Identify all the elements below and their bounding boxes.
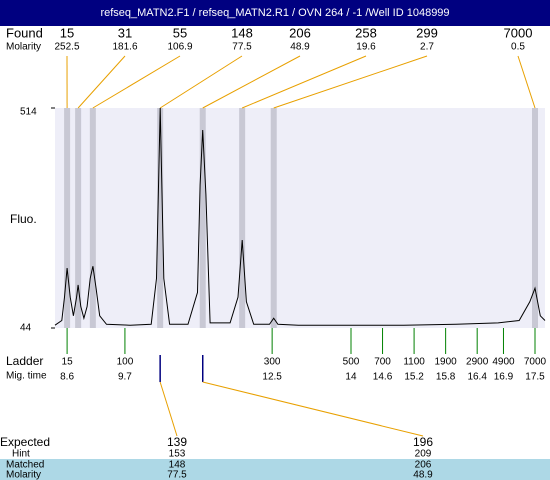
peak-connector [273, 55, 428, 109]
ladder-time: 8.6 [60, 372, 74, 383]
matched-size: 148 [169, 460, 186, 471]
peak-band [532, 108, 539, 328]
ladder-size: 4900 [492, 357, 515, 368]
expected-size: 139 [167, 435, 187, 449]
ladder-time: 12.5 [262, 372, 282, 383]
ladder-size: 100 [117, 357, 134, 368]
mig-time-label: Mig. time [6, 371, 47, 382]
plot-area [55, 108, 545, 328]
y-tick-label: 514 [20, 107, 37, 118]
found-molarity: 252.5 [54, 42, 79, 53]
ladder-size: 7000 [524, 357, 547, 368]
ladder-size: 500 [343, 357, 360, 368]
found-molarity: 48.9 [290, 42, 310, 53]
expected-connector [159, 381, 178, 437]
found-molarity-label: Molarity [6, 42, 41, 53]
peak-connector [241, 55, 367, 109]
matched-molarity: 77.5 [167, 470, 187, 480]
ladder-size: 15 [62, 357, 74, 368]
found-molarity: 77.5 [232, 42, 252, 53]
found-molarity: 0.5 [511, 42, 525, 53]
matched-label: Matched [6, 460, 44, 471]
found-molarity: 181.6 [112, 42, 137, 53]
ladder-time: 16.9 [494, 372, 514, 383]
found-size: 15 [60, 25, 74, 40]
peak-band [75, 108, 82, 328]
peak-band [239, 108, 246, 328]
ladder-time: 17.5 [525, 372, 545, 383]
found-molarity: 19.6 [356, 42, 376, 53]
ladder-time: 15.2 [404, 372, 424, 383]
found-size: 31 [118, 25, 132, 40]
matched-size: 206 [415, 460, 432, 471]
ladder-label: Ladder [6, 354, 43, 368]
found-molarity: 2.7 [420, 42, 434, 53]
matched-molarity: 48.9 [413, 470, 433, 480]
peak-connector [159, 55, 243, 109]
ladder-time: 14.6 [373, 372, 393, 383]
ladder-size: 1100 [403, 357, 425, 368]
peak-band [89, 108, 96, 328]
title-bar [0, 0, 550, 26]
hint-size: 153 [169, 449, 186, 460]
expected-label: Expected [0, 435, 50, 449]
ladder-time: 14 [345, 372, 357, 383]
peak-band [270, 108, 277, 328]
y-tick-label: 44 [20, 323, 32, 334]
ladder-size: 2900 [466, 357, 489, 368]
ladder-size: 700 [374, 357, 391, 368]
found-size: 148 [231, 25, 253, 40]
hint-label: Hint [12, 449, 30, 460]
peak-connector [517, 55, 536, 109]
expected-size: 196 [413, 435, 433, 449]
peak-connector [92, 55, 181, 109]
found-size: 7000 [504, 25, 533, 40]
ladder-time: 9.7 [118, 372, 132, 383]
hint-size: 209 [415, 449, 432, 460]
found-size: 55 [173, 25, 187, 40]
peak-band [199, 108, 206, 328]
ladder-time: 16.4 [467, 372, 487, 383]
peak-band [157, 108, 164, 328]
peak-band [64, 108, 71, 328]
trace [54, 107, 546, 326]
found-size: 206 [289, 25, 311, 40]
ladder-size: 1900 [435, 357, 458, 368]
found-size: 258 [355, 25, 377, 40]
peak-connector [202, 55, 301, 109]
ladder-time: 15.8 [436, 372, 456, 383]
found-label: Found [6, 25, 43, 40]
found-size: 299 [416, 25, 438, 40]
y-axis-label: Fluo. [10, 212, 37, 226]
ladder-size: 300 [264, 357, 281, 368]
title: refseq_MATN2.F1 / refseq_MATN2.R1 / OVN … [100, 7, 449, 19]
found-molarity: 106.9 [167, 42, 192, 53]
matched-band [0, 459, 550, 480]
expected-connector [202, 381, 424, 437]
peak-connector [77, 55, 126, 109]
molarity-label: Molarity [6, 470, 41, 480]
